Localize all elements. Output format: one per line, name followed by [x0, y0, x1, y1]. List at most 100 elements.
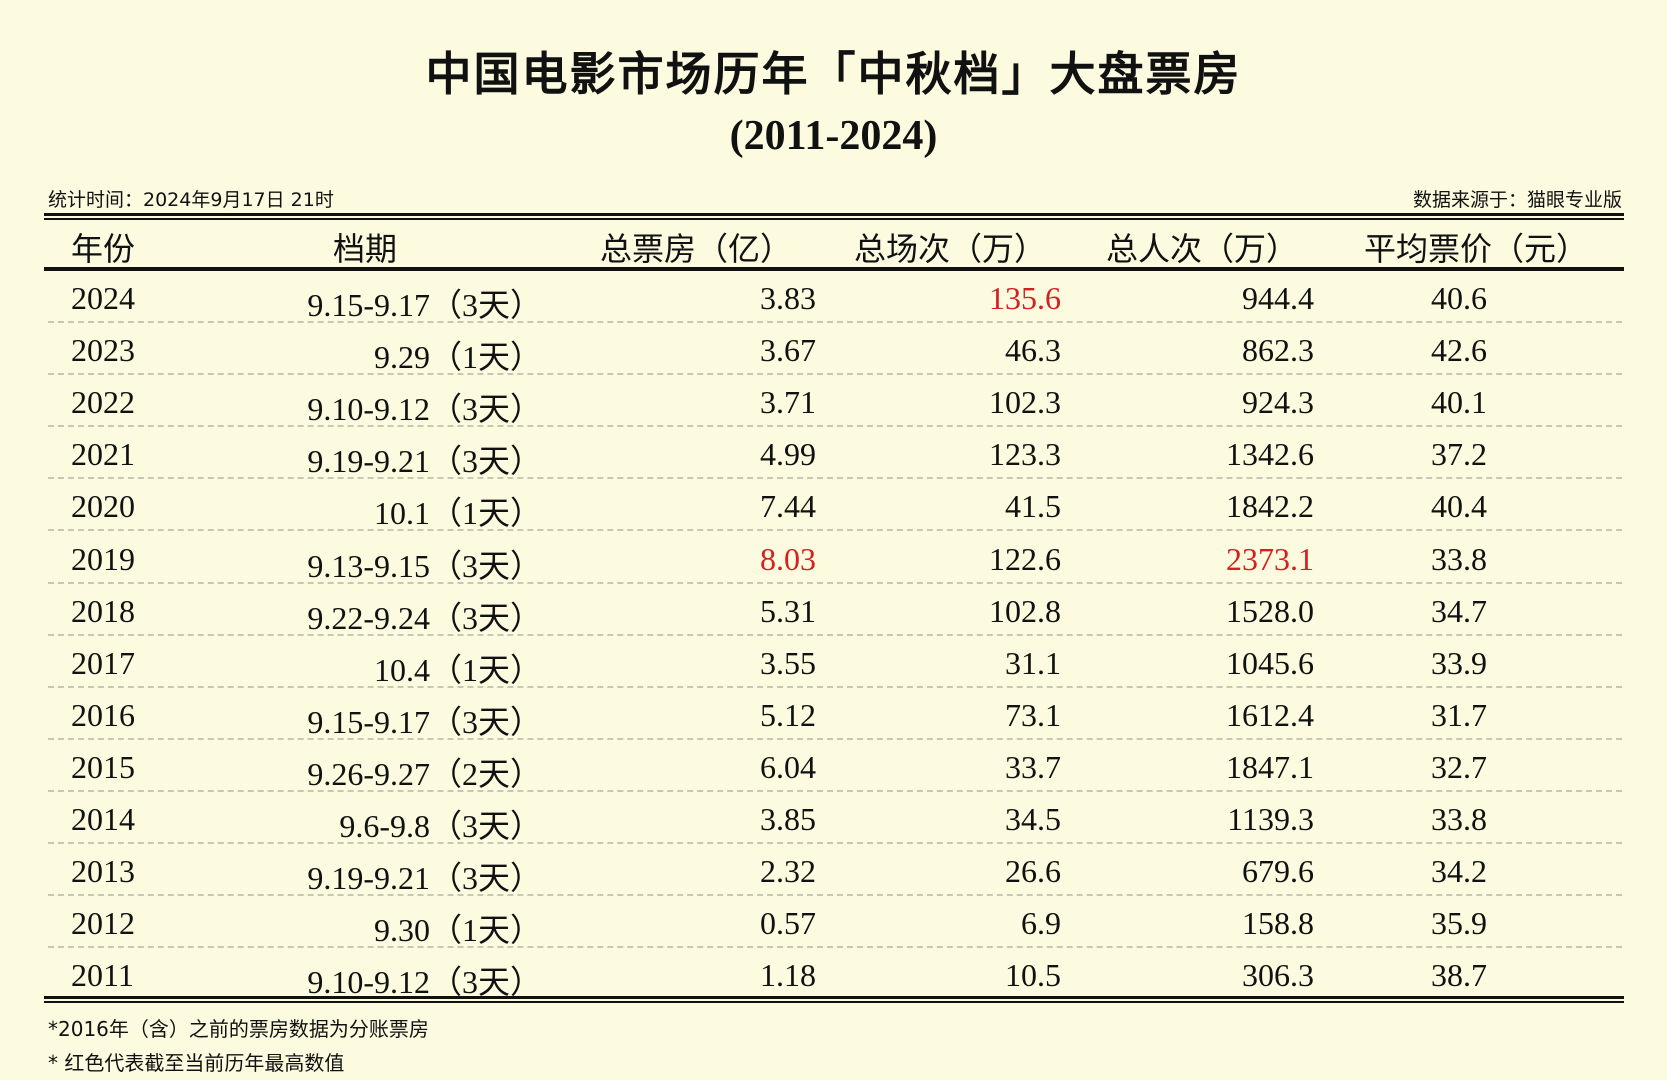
period-cell: 9.19-9.21（3天） — [307, 860, 542, 897]
avg-price-cell: 42.6 — [1431, 332, 1487, 369]
table-row: 2023 9.29（1天） 3.67 46.3 862.3 42.6 — [48, 323, 1622, 376]
year-cell: 2019 — [71, 540, 135, 577]
box-office-cell: 3.55 — [760, 644, 816, 681]
shows-cell: 31.1 — [1005, 644, 1061, 681]
admissions-cell: 306.3 — [1242, 957, 1314, 994]
table-row: 2018 9.22-9.24（3天） 5.31 102.8 1528.0 34.7 — [48, 584, 1622, 636]
admissions-cell: 158.8 — [1242, 905, 1314, 942]
box-office-cell: 8.03 — [760, 540, 816, 577]
shows-cell: 34.5 — [1005, 801, 1061, 837]
shows-cell: 135.6 — [989, 280, 1061, 316]
avg-price-cell: 40.4 — [1431, 488, 1487, 525]
avg-price-cell: 38.7 — [1431, 957, 1487, 994]
period-cell: 9.15-9.17（3天） — [307, 703, 542, 740]
shows-cell: 122.6 — [989, 540, 1061, 577]
avg-price-cell: 40.1 — [1431, 384, 1487, 421]
table-row: 2015 9.26-9.27（2天） 6.04 33.7 1847.1 32.7 — [48, 740, 1622, 792]
shows-cell: 102.3 — [989, 384, 1061, 421]
page-title: 中国电影市场历年「中秋档」大盘票房 — [425, 47, 1242, 101]
admissions-cell: 1045.6 — [1226, 644, 1314, 681]
table-row: 2013 9.19-9.21（3天） 2.32 26.6 679.6 34.2 — [48, 844, 1622, 897]
box-office-cell: 5.31 — [760, 592, 816, 629]
box-office-cell: 1.18 — [760, 957, 816, 994]
data-source: 数据来源于：猫眼专业版 — [1412, 189, 1622, 211]
year-cell: 2013 — [71, 853, 135, 890]
shows-cell: 123.3 — [989, 436, 1061, 473]
shows-cell: 6.9 — [1021, 905, 1061, 942]
avg-price-cell: 37.2 — [1431, 436, 1487, 473]
year-cell: 2024 — [71, 280, 135, 316]
avg-price-cell: 33.9 — [1431, 644, 1487, 681]
header-shows: 总场次（万） — [854, 230, 1047, 268]
box-office-cell: 6.04 — [760, 748, 816, 785]
header-box-office: 总票房（亿） — [600, 230, 793, 268]
header-period: 档期 — [333, 230, 398, 268]
box-office-cell: 3.67 — [760, 332, 816, 369]
header-year: 年份 — [71, 230, 136, 268]
year-cell: 2023 — [71, 332, 135, 369]
avg-price-cell: 34.2 — [1431, 853, 1487, 890]
year-cell: 2016 — [71, 696, 135, 733]
avg-price-cell: 35.9 — [1431, 905, 1487, 942]
admissions-cell: 1139.3 — [1227, 801, 1314, 837]
year-cell: 2015 — [71, 748, 135, 785]
shows-cell: 10.5 — [1005, 957, 1061, 994]
table-row: 2011 9.10-9.12（3天） 1.18 10.5 306.3 38.7 — [48, 948, 1622, 1000]
year-cell: 2018 — [71, 592, 135, 629]
avg-price-cell: 33.8 — [1431, 540, 1487, 577]
year-cell: 2017 — [71, 644, 135, 681]
table-row: 2012 9.30（1天） 0.57 6.9 158.8 35.9 — [48, 896, 1622, 949]
period-cell: 9.26-9.27（2天） — [307, 755, 542, 792]
period-cell: 9.19-9.21（3天） — [307, 443, 542, 480]
period-cell: 9.22-9.24（3天） — [307, 599, 542, 636]
shows-cell: 33.7 — [1005, 748, 1061, 785]
table-row: 2019 9.13-9.15（3天） 8.03 122.6 2373.1 33.8 — [48, 532, 1622, 584]
year-cell: 2020 — [71, 488, 135, 525]
period-cell: 9.15-9.17（3天） — [307, 287, 542, 323]
table-top-rule — [44, 213, 1624, 220]
admissions-cell: 944.4 — [1242, 280, 1314, 316]
avg-price-cell: 31.7 — [1431, 696, 1487, 733]
box-office-cell: 0.57 — [760, 905, 816, 942]
period-cell: 9.30（1天） — [373, 912, 542, 949]
year-cell: 2022 — [71, 384, 135, 421]
table-row: 2014 9.6-9.8（3天） 3.85 34.5 1139.3 33.8 — [48, 792, 1622, 844]
table-row: 2016 9.15-9.17（3天） 5.12 73.1 1612.4 31.7 — [48, 688, 1622, 740]
year-cell: 2012 — [71, 905, 135, 942]
table-row: 2017 10.4（1天） 3.55 31.1 1045.6 33.9 — [48, 636, 1622, 688]
year-cell: 2011 — [71, 957, 134, 994]
admissions-cell: 1528.0 — [1226, 592, 1314, 629]
period-cell: 9.6-9.8（3天） — [339, 808, 542, 844]
table-header: 年份 档期 总票房（亿） 总场次（万） 总人次（万） 平均票价（元） — [44, 224, 1624, 268]
period-cell: 10.1（1天） — [373, 495, 542, 532]
admissions-cell: 679.6 — [1242, 853, 1314, 890]
stat-time: 统计时间：2024年9月17日 21时 — [48, 189, 334, 211]
box-office-cell: 5.12 — [760, 696, 816, 733]
avg-price-cell: 40.6 — [1431, 280, 1487, 316]
shows-cell: 46.3 — [1005, 332, 1061, 369]
avg-price-cell: 32.7 — [1431, 748, 1487, 785]
avg-price-cell: 34.7 — [1431, 592, 1487, 629]
table-body: 2024 9.15-9.17（3天） 3.83 135.6 944.4 40.6 2023 9… — [0, 271, 1667, 1001]
box-office-cell: 4.99 — [760, 436, 816, 473]
header-rule — [44, 267, 1624, 271]
shows-cell: 73.1 — [1005, 696, 1061, 733]
year-cell: 2014 — [71, 801, 135, 837]
shows-cell: 26.6 — [1005, 853, 1061, 890]
admissions-cell: 1847.1 — [1226, 748, 1314, 785]
table-row: 2021 9.19-9.21（3天） 4.99 123.3 1342.6 37.2 — [48, 427, 1622, 480]
avg-price-cell: 33.8 — [1431, 801, 1487, 837]
period-cell: 9.29（1天） — [373, 339, 542, 376]
table-row: 2022 9.10-9.12（3天） 3.71 102.3 924.3 40.1 — [48, 375, 1622, 428]
page-subtitle: (2011-2024) — [729, 113, 938, 159]
box-office-cell: 2.32 — [760, 853, 816, 890]
admissions-cell: 1842.2 — [1226, 488, 1314, 525]
table-row: 2024 9.15-9.17（3天） 3.83 135.6 944.4 40.6 — [48, 271, 1622, 323]
admissions-cell: 1612.4 — [1226, 696, 1314, 733]
footnote: * 红色代表截至当前历年最高数值 — [48, 1051, 345, 1075]
header-admissions: 总人次（万） — [1106, 230, 1299, 268]
shows-cell: 102.8 — [989, 592, 1061, 629]
header-avg-price: 平均票价（元） — [1364, 230, 1589, 268]
admissions-cell: 1342.6 — [1226, 436, 1314, 473]
shows-cell: 41.5 — [1005, 488, 1061, 525]
